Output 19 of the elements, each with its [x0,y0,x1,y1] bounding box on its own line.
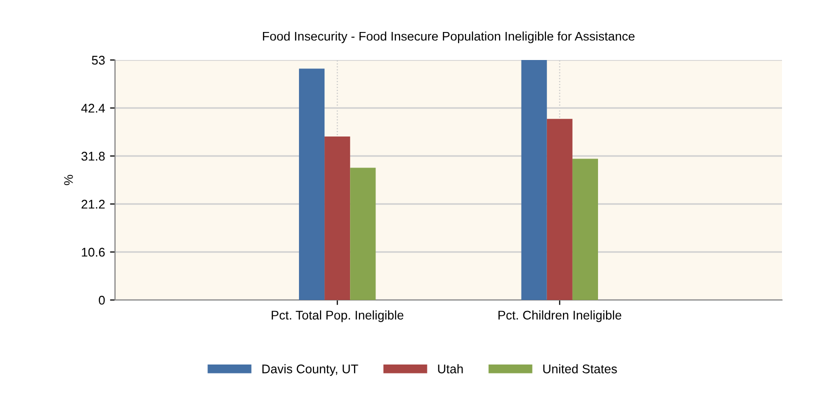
y-tick-label: 31.8 [81,152,105,161]
chart-title: Food Insecurity - Food Insecure Population Ineligible for Assistance [262,31,635,44]
y-axis-title: % [64,174,73,186]
y-tick-label: 53 [92,56,105,65]
y-tick-label: 10.6 [82,248,105,257]
y-tick-label: 0 [98,296,105,305]
x-tick-label: Pct. Total Pop. Ineligible [272,310,404,322]
y-tick-label: 42.4 [81,104,105,113]
y-tick-label: 21.2 [82,200,105,209]
legend-label: Utah [438,364,463,374]
bar [350,168,376,300]
legend-label: United States [543,364,617,374]
bar [298,68,325,300]
legend-label: Davis County, UT [262,364,358,376]
bar [521,60,547,300]
x-tick-label: Pct. Children Ineligible [498,310,622,322]
bar [546,118,572,300]
bar [324,136,350,300]
bar [572,158,598,300]
